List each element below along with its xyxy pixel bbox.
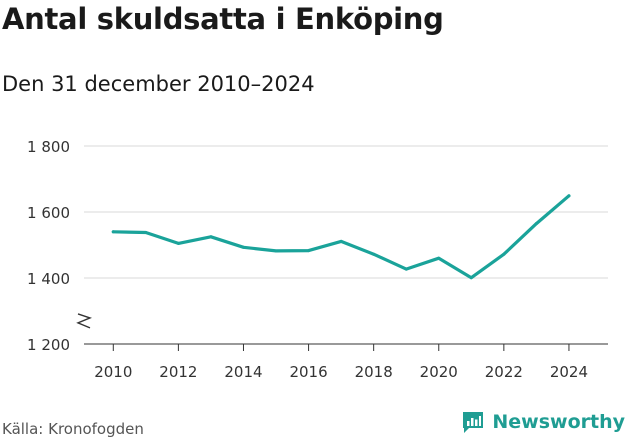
x-tick-label: 2016 bbox=[289, 363, 327, 381]
newsworthy-logo-icon bbox=[463, 412, 484, 433]
brand-name: Newsworthy bbox=[492, 411, 625, 433]
series-line bbox=[111, 194, 571, 280]
y-tick-label: 1 200 bbox=[27, 336, 70, 354]
data-point bbox=[176, 241, 180, 245]
data-point bbox=[567, 194, 571, 198]
data-point bbox=[241, 245, 245, 249]
x-tick-label: 2014 bbox=[224, 363, 262, 381]
x-tick-label: 2012 bbox=[159, 363, 197, 381]
data-point bbox=[404, 267, 408, 271]
axes: 1 200 1 400 1 600 1 800 2010 2012 2014 2016 2018… bbox=[27, 138, 608, 381]
x-tick-label: 2018 bbox=[355, 363, 393, 381]
data-point bbox=[111, 230, 115, 234]
y-tick-label: 1 400 bbox=[27, 270, 70, 288]
axis-break-icon bbox=[76, 313, 92, 329]
gridlines bbox=[84, 145, 608, 279]
data-point bbox=[209, 235, 213, 239]
y-tick-label: 1 600 bbox=[27, 204, 70, 222]
data-point bbox=[469, 276, 473, 280]
data-point bbox=[307, 249, 311, 253]
x-tick-label: 2020 bbox=[420, 363, 458, 381]
data-point bbox=[339, 239, 343, 243]
x-tick-label: 2010 bbox=[94, 363, 132, 381]
y-tick-label: 1 800 bbox=[27, 138, 70, 156]
x-tick-label: 2022 bbox=[485, 363, 523, 381]
chart-title: Antal skuldsatta i Enköping bbox=[2, 2, 444, 36]
chart-subtitle: Den 31 december 2010–2024 bbox=[2, 72, 315, 96]
data-point bbox=[534, 222, 538, 226]
brand-logo[interactable]: Newsworthy bbox=[460, 409, 625, 435]
data-point bbox=[274, 249, 278, 253]
data-point bbox=[144, 230, 148, 234]
x-tick-label: 2024 bbox=[550, 363, 588, 381]
data-point bbox=[502, 252, 506, 256]
data-point bbox=[437, 256, 441, 260]
data-point bbox=[372, 252, 376, 256]
series-layer bbox=[111, 194, 571, 280]
source-note: Källa: Kronofogden bbox=[2, 420, 144, 438]
